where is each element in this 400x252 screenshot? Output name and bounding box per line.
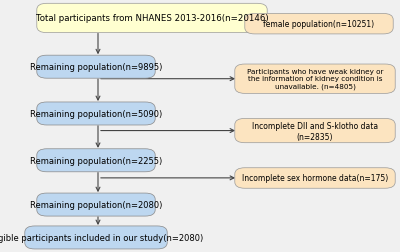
Text: Eligible participants included in our study(n=2080): Eligible participants included in our st… [0, 233, 204, 242]
FancyBboxPatch shape [235, 119, 395, 143]
Text: Total participants from NHANES 2013-2016(n=20146): Total participants from NHANES 2013-2016… [36, 14, 268, 23]
FancyBboxPatch shape [245, 14, 393, 35]
Text: Remaining population(n=2080): Remaining population(n=2080) [30, 200, 162, 209]
Text: Incomplete sex hormone data(n=175): Incomplete sex hormone data(n=175) [242, 174, 388, 183]
FancyBboxPatch shape [235, 65, 395, 94]
FancyBboxPatch shape [37, 149, 155, 172]
Text: Remaining population(n=2255): Remaining population(n=2255) [30, 156, 162, 165]
FancyBboxPatch shape [37, 4, 267, 34]
FancyBboxPatch shape [235, 168, 395, 188]
Text: Remaining population(n=5090): Remaining population(n=5090) [30, 110, 162, 118]
Text: Incomplete DII and S-klotho data
(n=2835): Incomplete DII and S-klotho data (n=2835… [252, 121, 378, 141]
FancyBboxPatch shape [25, 226, 167, 249]
FancyBboxPatch shape [37, 56, 155, 79]
Text: Remaining population(n=9895): Remaining population(n=9895) [30, 63, 162, 72]
FancyBboxPatch shape [37, 103, 155, 125]
Text: female population(n=10251): female population(n=10251) [264, 20, 374, 29]
Text: Participants who have weak kidney or
the information of kidney condition is
unav: Participants who have weak kidney or the… [247, 69, 383, 90]
FancyBboxPatch shape [37, 193, 155, 216]
